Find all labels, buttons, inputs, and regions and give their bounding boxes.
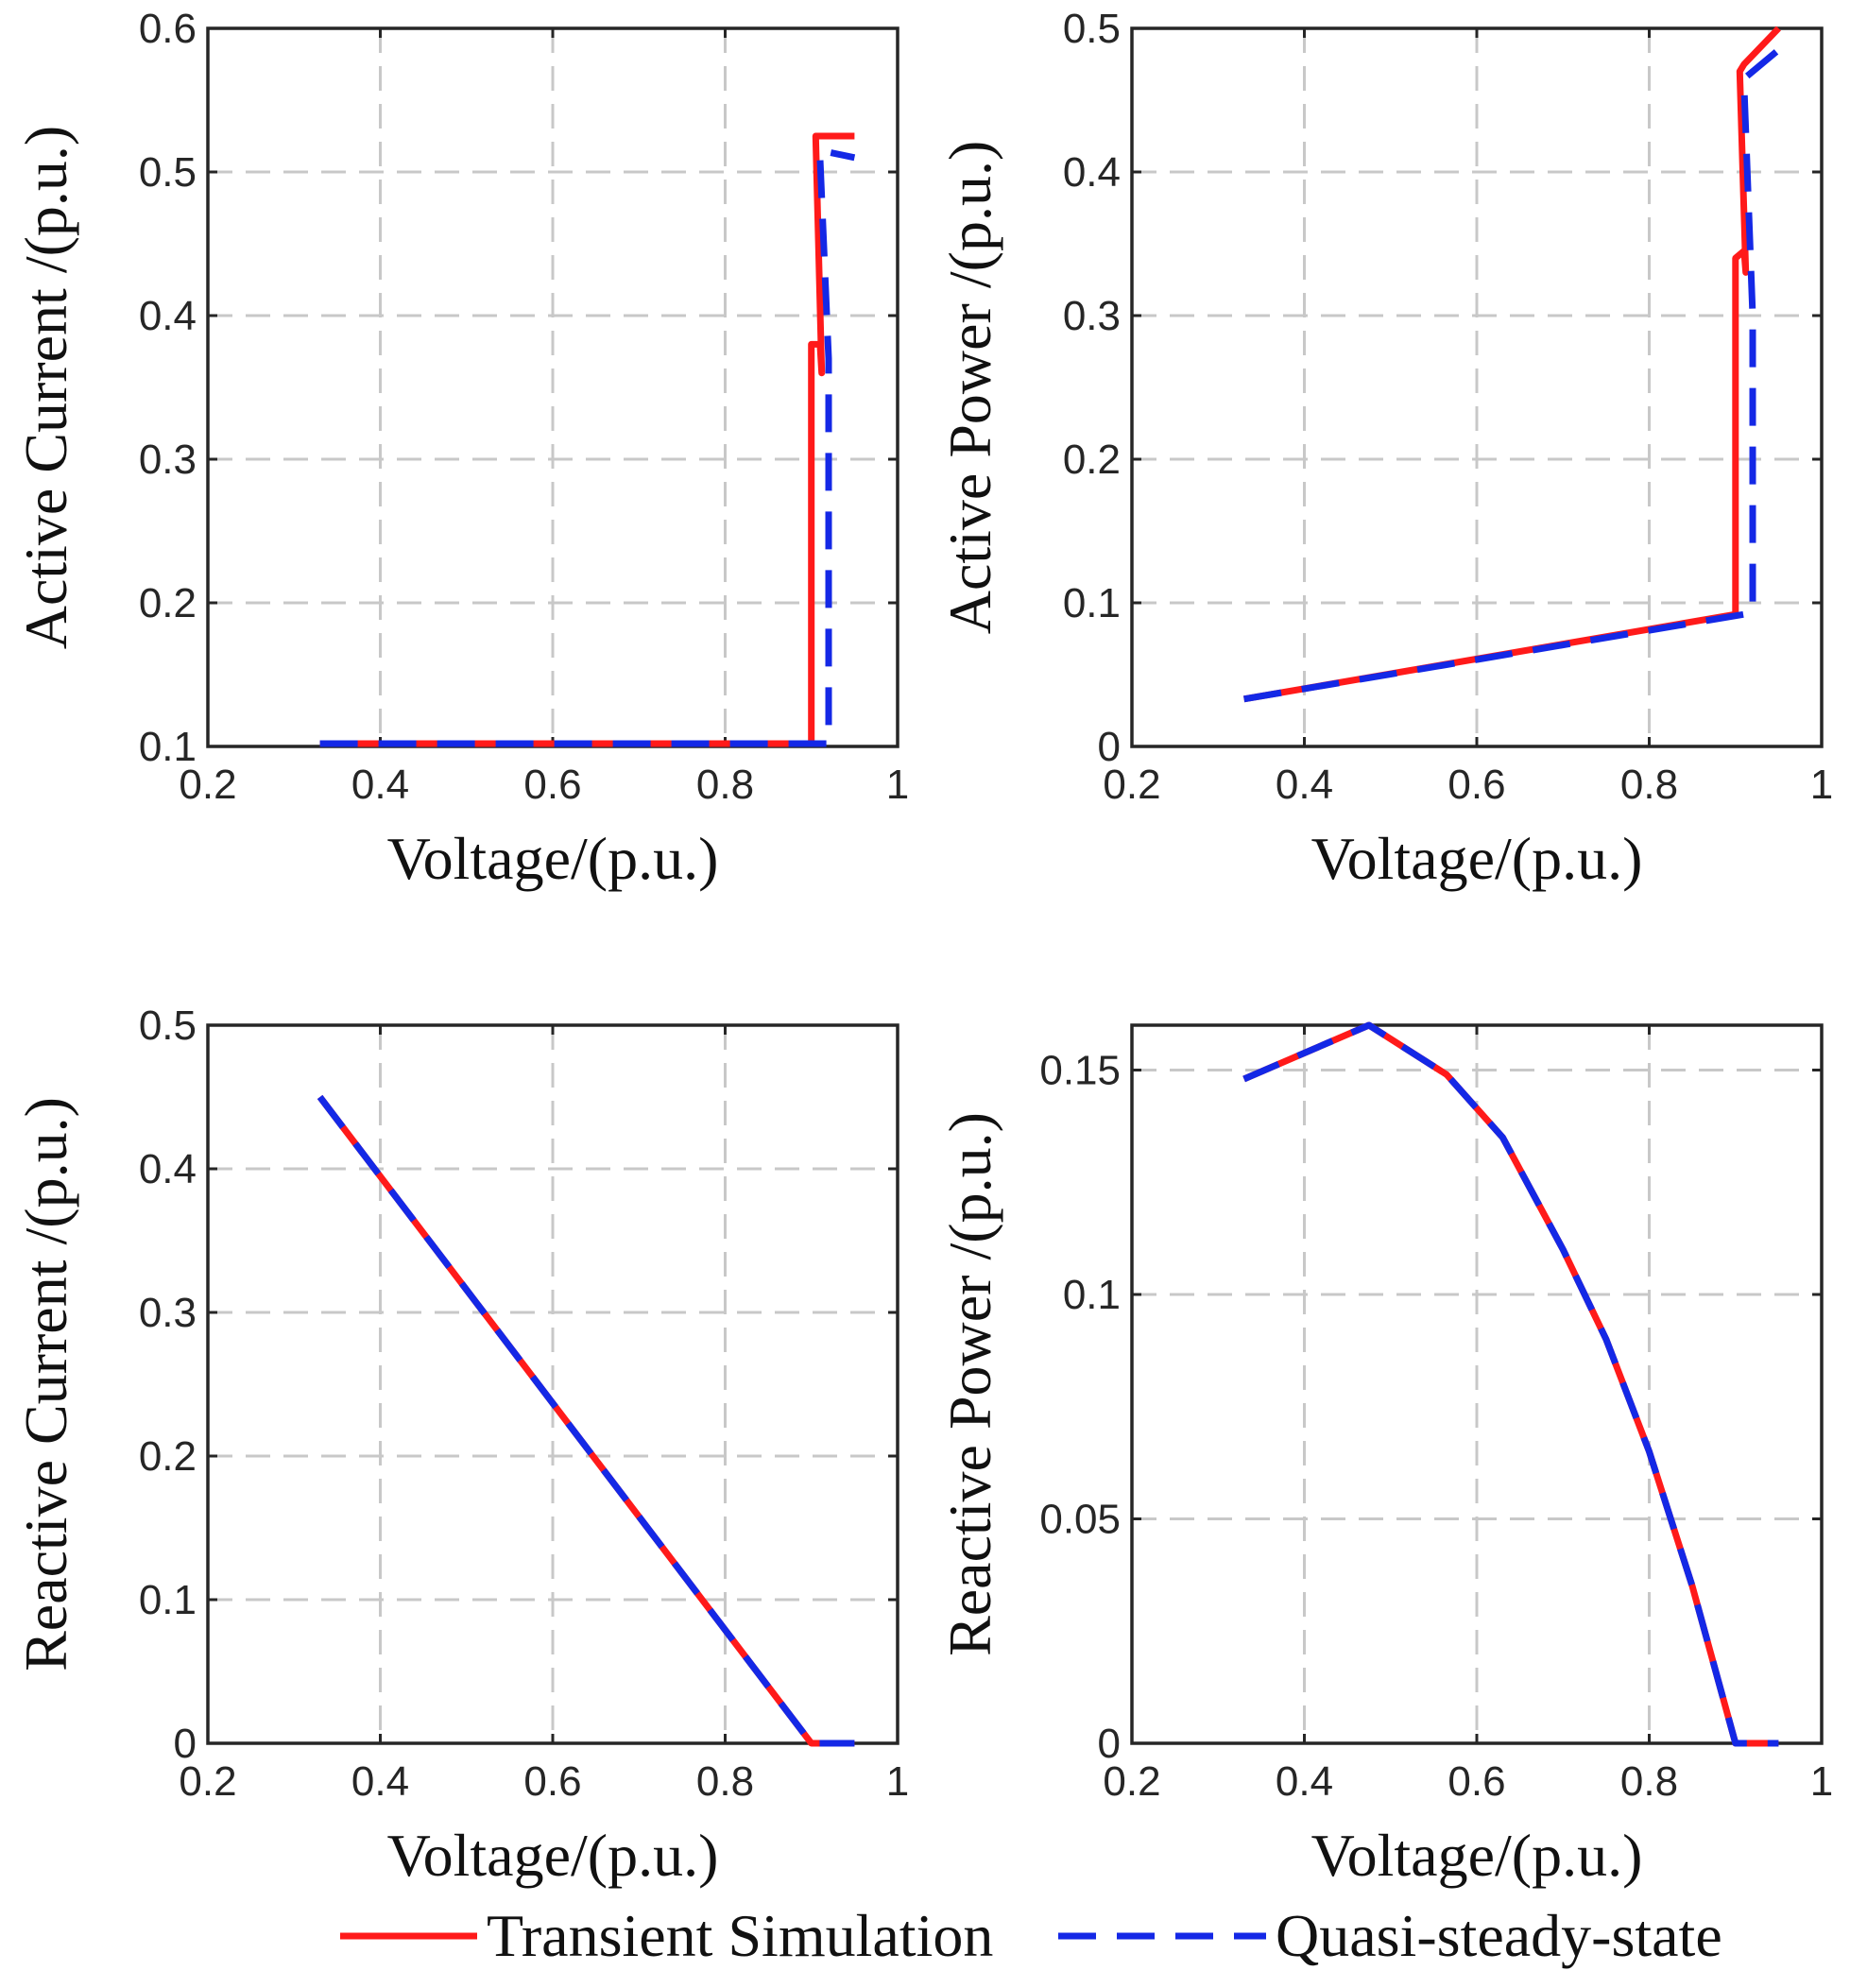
x-tick-label: 0.4 [1276, 1758, 1333, 1805]
x-axis-label: Voltage/(p.u.) [1311, 1822, 1643, 1889]
series-line-transient-simulation [1243, 26, 1781, 703]
x-tick-label: 0.8 [1620, 762, 1678, 808]
y-tick-label: 0.1 [1063, 580, 1121, 626]
y-tick-label: 0.1 [1063, 1272, 1121, 1318]
x-tick-label: 0.2 [1103, 1758, 1160, 1805]
x-axis-label: Voltage/(p.u.) [387, 825, 719, 892]
series-line-quasi-steady-state [1242, 1021, 1779, 1747]
y-tick-label: 0.3 [139, 437, 197, 483]
y-tick-label: 0.5 [139, 1003, 197, 1049]
y-tick-label: 0.15 [1039, 1048, 1121, 1094]
series-line-transient-simulation [1242, 1021, 1779, 1747]
active-power-chart: 0.2 0.4 0.6 0.8 1 0 0.1 0.2 0.3 0.4 0.5 Voltage/(p.… [936, 6, 1833, 892]
x-tick-label: 0.8 [1620, 1758, 1678, 1805]
x-tick-label: 0.2 [179, 1758, 236, 1805]
series-line-transient-simulation [317, 1094, 855, 1747]
y-axis-label: Reactive Current /(p.u.) [12, 1097, 79, 1671]
x-tick-label: 0.4 [351, 1758, 409, 1805]
y-tick-label: 0.6 [139, 6, 197, 52]
x-tick-label: 1 [1810, 1758, 1833, 1805]
y-tick-label: 0.2 [139, 1433, 197, 1480]
y-axis-label: Active Current /(p.u.) [12, 126, 79, 650]
legend: Transient Simulation Quasi-steady-state [340, 1902, 1722, 1969]
y-tick-label: 0.1 [139, 1577, 197, 1623]
series-line-quasi-steady-state [319, 146, 856, 747]
y-axis-label: Active Power /(p.u.) [936, 141, 1003, 635]
y-tick-label: 0 [174, 1721, 197, 1767]
y-tick-label: 0.5 [1063, 6, 1121, 52]
x-tick-label: 0.8 [696, 1758, 754, 1805]
y-tick-label: 0.4 [1063, 149, 1121, 196]
legend-label-transient: Transient Simulation [487, 1902, 993, 1969]
y-axis-label: Reactive Power /(p.u.) [936, 1112, 1003, 1656]
y-tick-label: 0.2 [139, 580, 197, 626]
y-tick-label: 0.5 [139, 149, 197, 196]
y-tick-label: 0.3 [1063, 293, 1121, 339]
x-axis-label: Voltage/(p.u.) [1311, 825, 1643, 892]
x-tick-label: 0.8 [696, 762, 754, 808]
y-tick-label: 0.4 [139, 293, 197, 339]
x-tick-label: 0.6 [523, 1758, 581, 1805]
y-tick-label: 0 [1098, 724, 1121, 770]
x-tick-label: 0.2 [179, 762, 236, 808]
x-tick-label: 0.2 [1103, 762, 1160, 808]
series-line-quasi-steady-state [317, 1094, 855, 1747]
y-tick-label: 0.3 [139, 1290, 197, 1336]
x-tick-label: 1 [886, 1758, 909, 1805]
y-tick-label: 0.05 [1039, 1497, 1121, 1543]
y-tick-label: 0.4 [139, 1146, 197, 1192]
x-tick-label: 1 [1810, 762, 1833, 808]
x-tick-label: 0.6 [1447, 1758, 1505, 1805]
series-line-transient-simulation [319, 132, 855, 747]
reactive-current-chart: 0.2 0.4 0.6 0.8 1 0 0.1 0.2 0.3 0.4 0.5 Voltage/(p.… [12, 1003, 909, 1889]
active-current-chart: 0.2 0.4 0.6 0.8 10.10.20.30.40.50.6Voltage/(… [12, 6, 909, 892]
x-axis-label: Voltage/(p.u.) [387, 1822, 719, 1889]
x-tick-label: 0.6 [1447, 762, 1505, 808]
legend-label-quasi: Quasi-steady-state [1276, 1902, 1722, 1969]
y-tick-label: 0.1 [139, 724, 197, 770]
reactive-power-chart: 0.2 0.4 0.6 0.8 1 0 0.05 0.1 0.15 Voltage/(p.u.) R… [936, 1021, 1833, 1889]
y-tick-label: 0 [1098, 1721, 1121, 1767]
series-line-quasi-steady-state [1243, 47, 1781, 703]
x-tick-label: 1 [886, 762, 909, 808]
x-tick-label: 0.4 [1276, 762, 1333, 808]
y-tick-label: 0.2 [1063, 437, 1121, 483]
x-tick-label: 0.4 [351, 762, 409, 808]
x-tick-label: 0.6 [523, 762, 581, 808]
